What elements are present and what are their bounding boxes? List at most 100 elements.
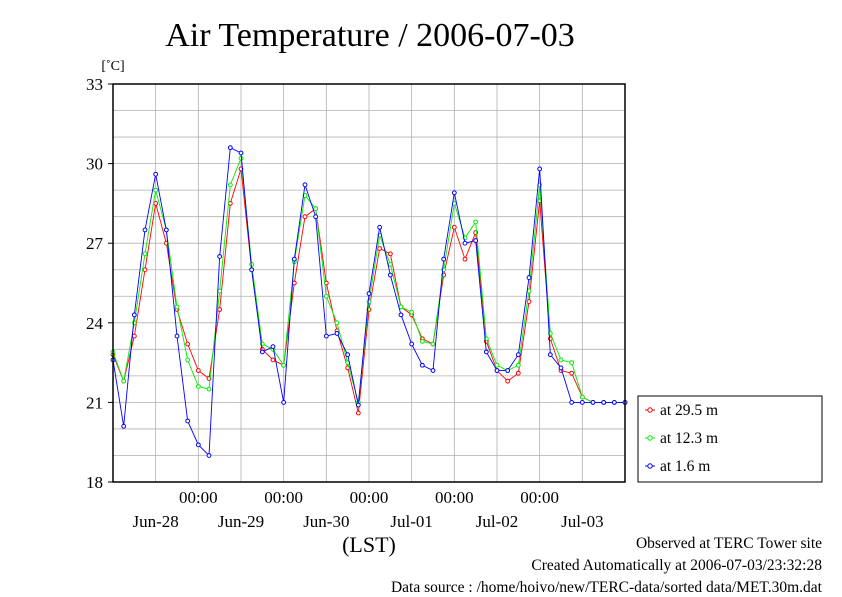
- data-point: [206, 453, 212, 458]
- data-point: [313, 214, 319, 220]
- footer-data-source: Data source : /home/hoivo/new/TERC-data/…: [390, 579, 822, 596]
- data-point: [601, 400, 607, 405]
- data-point: [195, 442, 201, 448]
- data-point: [153, 187, 159, 193]
- data-point: [185, 341, 191, 347]
- data-point: [377, 224, 383, 230]
- data-point: [462, 256, 468, 262]
- data-point: [441, 256, 447, 262]
- data-point: [526, 275, 532, 281]
- data-point: [355, 410, 361, 416]
- legend-label: at 29.5 m: [660, 402, 718, 419]
- data-point: [227, 145, 233, 151]
- data-point: [281, 362, 287, 368]
- legend-label: at 1.6 m: [660, 458, 710, 475]
- data-point: [505, 368, 511, 373]
- data-point: [313, 206, 319, 212]
- data-point: [494, 368, 500, 373]
- data-point: [515, 362, 521, 368]
- x-axis-label: (LST): [342, 532, 396, 557]
- data-point: [451, 224, 457, 230]
- y-tick-label: 27: [86, 234, 104, 253]
- data-point: [259, 349, 265, 355]
- data-point: [195, 368, 201, 373]
- data-point: [473, 219, 479, 225]
- y-tick-label: 33: [86, 75, 103, 94]
- data-point: [121, 423, 127, 429]
- data-point: [579, 394, 585, 400]
- data-point: [195, 384, 201, 389]
- data-point: [558, 365, 564, 371]
- data-point: [569, 400, 575, 405]
- data-point: [494, 362, 500, 368]
- y-tick-label: 30: [86, 155, 103, 174]
- data-point: [515, 352, 521, 358]
- y-tick-label: 24: [86, 314, 104, 333]
- data-point: [323, 293, 329, 299]
- data-point: [462, 240, 468, 246]
- data-point: [323, 333, 329, 339]
- data-point: [291, 256, 297, 262]
- x-date-label: Jul-03: [561, 512, 604, 531]
- data-point: [163, 227, 169, 233]
- data-point: [249, 267, 255, 273]
- x-date-label: Jun-30: [303, 512, 349, 531]
- data-point: [398, 312, 404, 318]
- legend-label: at 12.3 m: [660, 430, 718, 447]
- data-point: [153, 201, 159, 206]
- data-point: [281, 400, 287, 405]
- chart-title: Air Temperature / 2006-07-03: [165, 17, 575, 54]
- data-point: [174, 304, 180, 310]
- grid-lines: [113, 84, 625, 482]
- data-point: [569, 370, 575, 376]
- y-axis-unit-label: [˚C]: [101, 59, 124, 74]
- data-point: [377, 246, 383, 251]
- data-point: [387, 262, 393, 267]
- x-date-label: Jun-28: [133, 512, 179, 531]
- data-point: [142, 251, 148, 257]
- data-point: [537, 166, 543, 172]
- legend: at 29.5 m at 12.3 m at 1.6 m: [637, 395, 823, 483]
- legend-box: [637, 395, 823, 483]
- legend-swatch-marker: [647, 435, 653, 441]
- data-point: [366, 291, 372, 297]
- x-time-tick-label: 00:00: [520, 488, 559, 507]
- data-point: [270, 357, 276, 363]
- data-point: [419, 338, 425, 344]
- series-layer: [110, 145, 628, 458]
- legend-swatch-marker: [647, 463, 653, 469]
- data-point: [430, 341, 436, 347]
- x-date-label: Jul-02: [476, 512, 519, 531]
- data-point: [142, 227, 148, 233]
- data-point: [579, 400, 585, 405]
- data-point: [387, 251, 393, 257]
- data-point: [334, 331, 340, 336]
- data-point: [238, 150, 244, 156]
- footer-site-note: Observed at TERC Tower site: [635, 535, 822, 552]
- data-point: [153, 171, 159, 177]
- data-point: [515, 370, 521, 376]
- data-point: [227, 182, 233, 188]
- data-point: [419, 362, 425, 368]
- data-point: [174, 333, 180, 339]
- data-point: [334, 320, 340, 326]
- data-point: [387, 272, 393, 278]
- x-time-tick-label: 00:00: [435, 488, 474, 507]
- data-point: [569, 360, 575, 366]
- data-point: [302, 182, 308, 188]
- data-point: [409, 309, 415, 315]
- legend-swatch-marker: [647, 407, 653, 413]
- data-point: [270, 344, 276, 350]
- data-point: [217, 307, 223, 312]
- data-point: [142, 267, 148, 273]
- data-point: [451, 190, 457, 196]
- data-point: [206, 386, 212, 392]
- x-date-label: Jul-01: [390, 512, 433, 531]
- data-point: [430, 368, 436, 373]
- data-point: [590, 400, 596, 405]
- data-point: [185, 357, 191, 363]
- x-time-tick-label: 00:00: [264, 488, 303, 507]
- x-time-tick-label: 00:00: [179, 488, 218, 507]
